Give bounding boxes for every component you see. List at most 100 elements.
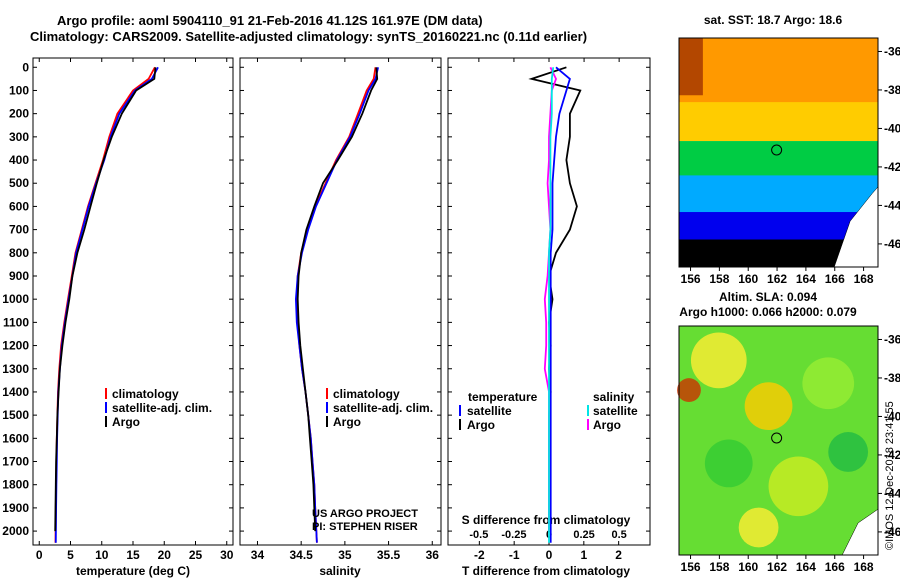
salinity-panel: 34 34.5 35 35.5 36 salinity climatologysatelli… <box>239 57 442 578</box>
lon-tick-label: 168 <box>854 560 874 574</box>
x-tick-label: 2 <box>615 548 622 562</box>
x-tick-label: 0 <box>36 548 43 562</box>
x-axis-label: T difference from climatology <box>462 564 630 578</box>
depth-tick-label: 300 <box>9 130 29 144</box>
lat-tick-label: -38 <box>884 83 900 97</box>
lon-tick-label: 164 <box>796 560 816 574</box>
sla-blob <box>802 357 855 410</box>
lat-tick-label: -46 <box>884 525 900 539</box>
series-line-climatology <box>295 67 377 543</box>
difference-panel: -2 -1 0 1 2-0.5 -0.25 0 0.25 0.5S difference fro… <box>447 57 651 578</box>
sla-blob <box>744 382 793 431</box>
x-tick-label: 1 <box>580 548 587 562</box>
lat-tick-label: -46 <box>884 237 900 251</box>
lat-tick-label: -36 <box>884 44 900 58</box>
x-tick-label: 36 <box>426 548 440 562</box>
lat-tick-label: -36 <box>884 332 900 346</box>
lon-tick-label: 156 <box>681 560 701 574</box>
legend-label: satellite-adj. clim. <box>112 401 212 415</box>
lon-tick-label: 160 <box>738 272 758 286</box>
lat-tick-label: -38 <box>884 371 900 385</box>
sla-blob <box>677 378 701 403</box>
lon-tick-label: 158 <box>709 272 729 286</box>
title-line-2: Climatology: CARS2009. Satellite-adjuste… <box>30 29 588 44</box>
depth-tick-label: 100 <box>9 83 29 97</box>
sla-blob <box>828 432 869 472</box>
depth-tick-label: 1600 <box>2 431 29 445</box>
series-line-temperature-satellite <box>549 66 571 543</box>
series-line-climatology <box>54 66 156 543</box>
depth-tick-label: 400 <box>9 153 29 167</box>
legend-header-s: salinity <box>593 390 635 404</box>
legend-label: climatology <box>333 387 400 401</box>
lon-tick-label: 160 <box>738 560 758 574</box>
depth-tick-label: 1100 <box>3 315 29 329</box>
lon-tick-label: 168 <box>854 272 874 286</box>
series-line-salinity-satellite <box>548 67 555 543</box>
x-tick-label-s: 0.5 <box>611 529 626 541</box>
lon-tick-label: 166 <box>825 272 845 286</box>
x-axis-label-s: S difference from climatology <box>462 513 631 527</box>
depth-tick-label: 1700 <box>2 455 29 469</box>
x-tick-label-s: -0.5 <box>469 529 488 541</box>
x-tick-label-s: 0.25 <box>573 529 594 541</box>
legend-label: satellite <box>467 404 512 418</box>
legend-header-t: temperature <box>468 390 538 404</box>
legend-label: satellite <box>593 404 638 418</box>
lon-tick-label: 162 <box>767 560 787 574</box>
lat-tick-label: -44 <box>884 486 900 500</box>
profile-location-marker <box>771 144 783 156</box>
depth-tick-label: 1400 <box>2 385 29 399</box>
x-tick-label: 34 <box>251 548 265 562</box>
series-line-satellite-adj-clim- <box>294 67 379 543</box>
title-line-1: Argo profile: aoml 5904110_91 21-Feb-201… <box>57 13 483 28</box>
x-axis-label: salinity <box>319 564 361 578</box>
lon-tick-label: 158 <box>709 560 729 574</box>
legend-label: climatology <box>112 387 179 401</box>
sst-map-panel: sat. SST: 18.7 Argo: 18.6 -36 -38 -40 -42 -44… <box>678 13 900 286</box>
x-tick-label: 20 <box>158 548 172 562</box>
legend-label: Argo <box>333 415 361 429</box>
sla-blob <box>738 507 779 548</box>
x-axis-label: temperature (deg C) <box>76 564 190 578</box>
lon-tick-label: 162 <box>767 272 787 286</box>
imos-stamp: ©IMOS 12-Dec-2018 23:41:55 <box>884 401 896 550</box>
x-tick-label: -2 <box>474 548 485 562</box>
depth-tick-label: 1200 <box>2 339 29 353</box>
x-tick-label: 35.5 <box>377 548 401 562</box>
legend-label: Argo <box>112 415 140 429</box>
sla-blob <box>690 332 747 389</box>
sla-blob <box>704 439 753 488</box>
series-line-argo <box>54 67 157 532</box>
legend-label: Argo <box>467 418 495 432</box>
depth-tick-label: 800 <box>9 246 29 260</box>
x-tick-label: 34.5 <box>289 548 313 562</box>
depth-tick-label: 1300 <box>2 362 29 376</box>
depth-tick-label: 1800 <box>2 478 29 492</box>
depth-tick-label: 900 <box>9 269 29 283</box>
profile-location-marker <box>771 432 783 444</box>
depth-tick-label: 200 <box>9 107 29 121</box>
x-tick-label: 0 <box>546 548 553 562</box>
lat-tick-label: -40 <box>884 409 900 423</box>
lat-tick-label: -42 <box>884 160 900 174</box>
depth-tick-label: 700 <box>9 223 29 237</box>
lon-tick-label: 166 <box>825 560 845 574</box>
sst-band <box>679 102 878 142</box>
x-tick-label: 15 <box>126 548 140 562</box>
sst-band <box>679 175 878 217</box>
legend-label: Argo <box>593 418 621 432</box>
temperature-panel: 0100200300400500600700800900100011001200… <box>2 57 234 578</box>
x-tick-label-s: -0.25 <box>501 529 526 541</box>
panel-frame <box>239 57 442 546</box>
sla-map-title-2: Argo h1000: 0.066 h2000: 0.079 <box>679 305 857 319</box>
sst-warm-patch <box>679 38 703 96</box>
x-tick-label: 35 <box>338 548 352 562</box>
x-tick-label: 5 <box>67 548 74 562</box>
lon-tick-label: 156 <box>681 272 701 286</box>
x-tick-label: 25 <box>189 548 203 562</box>
x-tick-label: -1 <box>509 548 520 562</box>
